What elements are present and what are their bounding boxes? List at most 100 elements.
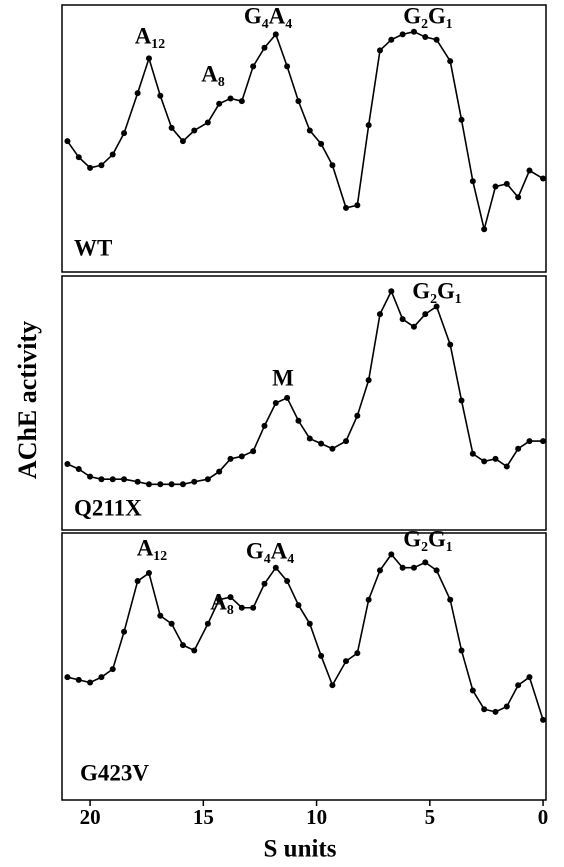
x-tick-label: 5 — [425, 805, 436, 829]
data-point — [179, 481, 186, 488]
data-point — [410, 323, 417, 330]
data-point — [216, 100, 223, 107]
data-point — [469, 687, 476, 694]
data-point — [87, 473, 94, 480]
data-point — [272, 564, 279, 571]
data-point — [365, 122, 372, 129]
data-point — [481, 458, 488, 465]
data-point — [98, 476, 105, 483]
data-point — [87, 164, 94, 171]
data-point — [433, 36, 440, 43]
data-point — [295, 98, 302, 105]
data-point — [318, 140, 325, 147]
data-point — [469, 450, 476, 457]
data-point — [238, 604, 245, 611]
data-point — [250, 448, 257, 455]
data-point — [515, 682, 522, 689]
x-tick-label: 10 — [306, 805, 327, 829]
data-point — [134, 478, 141, 485]
data-point — [526, 674, 533, 681]
data-point — [191, 127, 198, 134]
data-point — [145, 55, 152, 62]
data-point — [227, 455, 234, 462]
data-point — [447, 58, 454, 65]
data-point — [272, 400, 279, 406]
data-point — [410, 28, 417, 35]
data-point — [469, 178, 476, 185]
data-point — [75, 466, 82, 473]
peak-label: G₂G₁ — [403, 3, 453, 28]
data-point — [284, 63, 291, 70]
data-point — [87, 679, 94, 686]
data-point — [64, 138, 71, 145]
data-point — [458, 116, 465, 123]
data-point — [365, 596, 372, 603]
data-point — [272, 31, 279, 38]
data-point — [503, 180, 510, 187]
data-point — [492, 183, 499, 190]
data-point — [376, 47, 383, 54]
data-point — [261, 580, 268, 587]
y-axis-label: AChE activity — [13, 321, 42, 479]
data-point — [492, 708, 499, 715]
data-point — [295, 602, 302, 609]
data-point — [458, 647, 465, 654]
data-point — [168, 481, 175, 488]
data-point — [179, 642, 186, 649]
data-point — [343, 204, 350, 211]
data-point — [179, 138, 186, 145]
data-point — [354, 412, 361, 419]
data-point — [238, 453, 245, 460]
data-point — [295, 417, 302, 424]
data-point — [98, 674, 105, 681]
data-point — [98, 162, 105, 169]
data-point — [433, 567, 440, 574]
data-point — [306, 435, 313, 442]
data-point — [365, 377, 372, 384]
panel-frame — [61, 532, 547, 801]
data-point — [157, 612, 164, 619]
data-point — [250, 604, 257, 611]
peak-label: G₂G₁ — [403, 526, 453, 551]
data-point — [191, 478, 198, 485]
data-point — [121, 476, 128, 483]
data-point — [481, 226, 488, 233]
data-point — [422, 311, 429, 318]
peak-label: G₄A₄ — [246, 538, 294, 563]
data-point — [540, 438, 547, 445]
peak-label: A₁₂ — [137, 535, 168, 560]
data-point — [447, 341, 454, 348]
data-point — [191, 647, 198, 654]
panel-frame — [61, 4, 547, 273]
data-point — [109, 151, 116, 158]
data-point — [134, 90, 141, 97]
panel-title: Q211X — [74, 495, 142, 520]
data-point — [261, 422, 268, 429]
data-point — [481, 706, 488, 713]
data-point — [75, 676, 82, 683]
data-point — [145, 570, 152, 577]
data-point — [376, 567, 383, 574]
data-point — [503, 703, 510, 710]
data-point — [318, 652, 325, 659]
data-point — [540, 175, 547, 182]
data-point — [447, 596, 454, 603]
data-point — [204, 119, 211, 126]
data-point — [216, 468, 223, 475]
data-point — [343, 438, 350, 445]
peak-label: G₂G₁ — [412, 278, 462, 303]
data-point — [109, 476, 116, 483]
data-point — [399, 31, 406, 38]
data-point — [75, 154, 82, 161]
x-axis-label: S units — [264, 836, 337, 863]
data-point — [422, 34, 429, 41]
peak-label: A₈ — [201, 61, 225, 86]
data-point — [354, 202, 361, 209]
panel-frame — [61, 275, 547, 531]
data-point — [227, 95, 234, 102]
data-point — [515, 194, 522, 201]
data-point — [526, 438, 533, 445]
data-point — [376, 311, 383, 318]
